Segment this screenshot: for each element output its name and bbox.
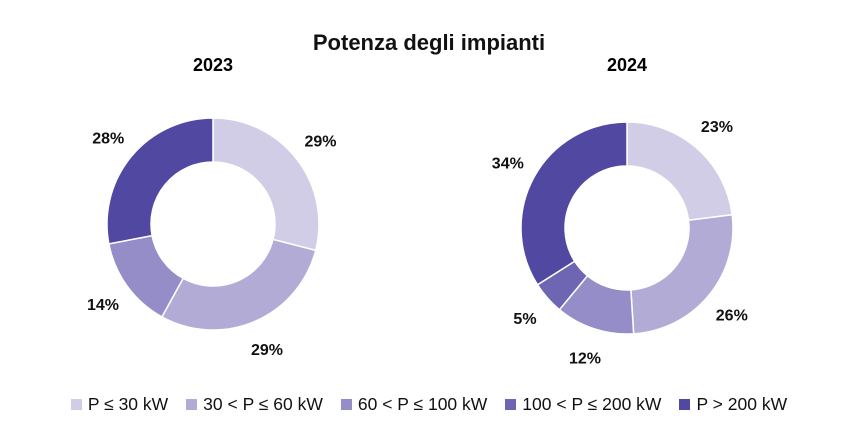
legend-swatch	[340, 399, 352, 410]
donut-year-2024: 2024	[607, 55, 647, 75]
data-label-2024-1: 26%	[716, 308, 748, 325]
legend-item-100-200: 100 < P ≤ 200 kW	[505, 394, 661, 415]
legend-item-p-le-30: P ≤ 30 kW	[70, 394, 169, 415]
data-label-2024-3: 5%	[513, 311, 536, 328]
legend-label: 60 < P ≤ 100 kW	[357, 394, 488, 414]
data-label-2023-4: 28%	[92, 130, 124, 147]
donut-slice-2024-4	[520, 121, 628, 286]
donut-slice-2024-1	[630, 213, 734, 335]
legend-swatch	[186, 399, 198, 410]
data-label-2023-0: 29%	[304, 134, 336, 151]
legend-label: 30 < P ≤ 60 kW	[203, 394, 323, 414]
data-label-2024-2: 12%	[569, 350, 601, 367]
donut-slice-2023-0	[212, 117, 320, 252]
legend-swatch	[505, 399, 517, 410]
donut-slice-2023-1	[160, 238, 317, 331]
data-label-2023-1: 29%	[251, 342, 283, 359]
donut-slice-2024-0	[626, 121, 734, 222]
legend-label: 100 < P ≤ 200 kW	[522, 394, 662, 414]
donut-charts: 2023 29% 29% 14% 28% 2024 23% 26% 12% 5% 34%	[87, 55, 748, 367]
donut-slice-2023-4	[106, 117, 214, 245]
donut-year-2023: 2023	[193, 55, 233, 75]
data-label-2023-2: 14%	[87, 297, 119, 314]
legend-item-60-100: 60 < P ≤ 100 kW	[340, 394, 488, 415]
legend-item-gt-200: P > 200 kW	[679, 394, 787, 415]
data-label-2024-4: 34%	[492, 155, 524, 172]
legend-label: P > 200 kW	[696, 394, 788, 414]
legend-label: P ≤ 30 kW	[87, 394, 169, 414]
legend-item-30-60: 30 < P ≤ 60 kW	[186, 394, 323, 415]
legend-swatch	[679, 399, 691, 410]
legend: P ≤ 30 kW 30 < P ≤ 60 kW 60 < P ≤ 100 kW…	[0, 394, 858, 415]
chart-title: Potenza degli impianti	[312, 30, 546, 55]
data-label-2024-0: 23%	[701, 119, 733, 136]
legend-swatch	[70, 399, 82, 410]
